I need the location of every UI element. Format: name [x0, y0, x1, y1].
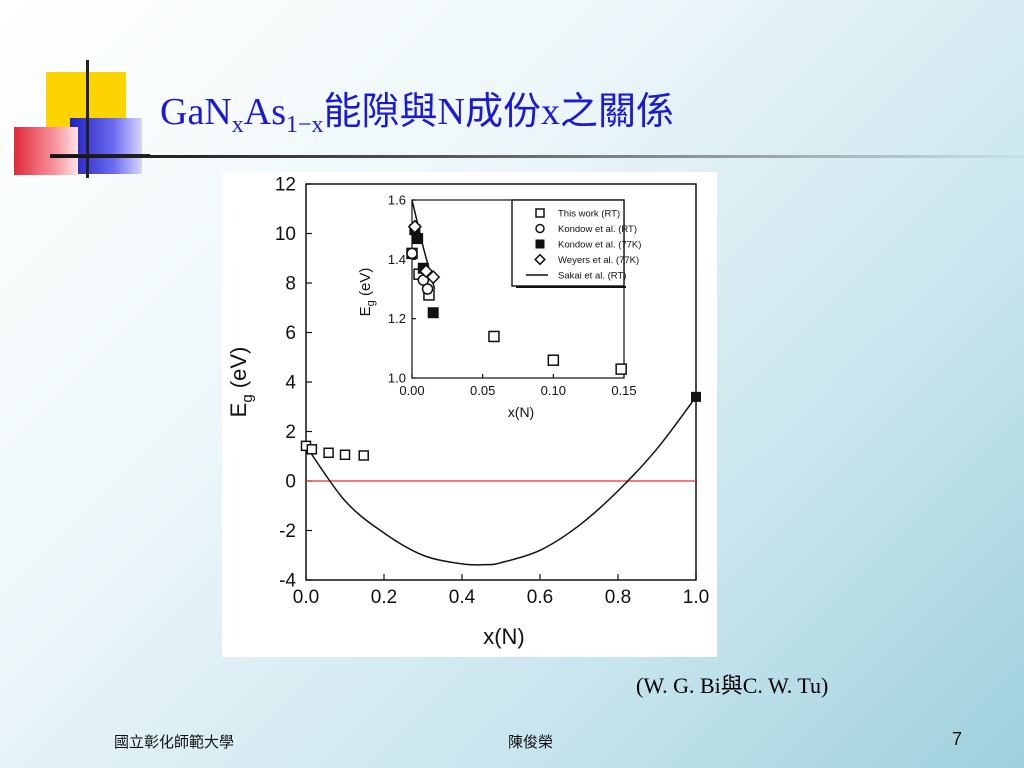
y-tick-label: 2: [285, 422, 296, 443]
legend-marker-open-diamond: [534, 253, 546, 266]
data-point-open-square: [547, 354, 560, 366]
y-tick-label: 1.4: [388, 252, 406, 267]
legend-label: This work (RT): [558, 209, 620, 220]
y-tick-label: -2: [279, 521, 296, 542]
legend-label: Kondow et al. (RT): [558, 224, 637, 235]
data-point-filled-square: [691, 391, 701, 402]
main-chart: 12 10 8 6 4 2 0 -2 -4 0.0 0.2 0.4 0.6 0.8 1.0 x(N) Eg…: [226, 175, 709, 649]
main-y-axis-label: Eg (eV): [226, 347, 256, 418]
x-tick-label: 0.05: [470, 383, 495, 398]
y-tick-label: 1.0: [388, 371, 406, 386]
legend-label: Kondow et al. (77K): [558, 240, 641, 251]
data-point-open-square: [323, 447, 334, 459]
data-point-open-square: [488, 330, 500, 343]
data-point-open-square: [615, 363, 627, 375]
inset-x-axis-label: x(N): [508, 404, 534, 420]
deco-blue-square: [70, 118, 142, 174]
y-tick-label: 1.6: [388, 193, 406, 208]
x-tick-label: 0.4: [449, 587, 476, 608]
title-part-gan: GaN: [160, 91, 232, 133]
x-tick-label: 0.6: [527, 587, 553, 608]
title-part-as: As: [243, 91, 286, 133]
legend-label: Weyers et al. (77K): [558, 255, 639, 266]
title-sub-x: x: [231, 112, 244, 138]
y-tick-label: 12: [275, 175, 296, 196]
chart-panel: 12 10 8 6 4 2 0 -2 -4 0.0 0.2 0.4 0.6 0.8 1.0 x(N) Eg…: [222, 172, 717, 657]
data-point-open-square: [358, 450, 369, 461]
y-tick-label: -4: [279, 571, 296, 592]
y-tick-label: 6: [285, 323, 296, 344]
title-underline: [50, 155, 1024, 158]
data-point-open-circle: [421, 283, 434, 295]
x-tick-label: 0.8: [605, 587, 631, 608]
data-point-filled-square: [427, 307, 439, 319]
data-point-open-diamond: [426, 270, 441, 285]
x-tick-label: 0.0: [293, 587, 319, 608]
slide-title: GaNxAs1−x能隙與N成份x之關係: [160, 80, 674, 139]
fit-curve: [305, 396, 697, 566]
citation: (W. G. Bi與C. W. Tu): [636, 673, 829, 698]
deco-red-square: [14, 127, 78, 175]
chart-svg: 12 10 8 6 4 2 0 -2 -4 0.0 0.2 0.4 0.6 0.8 1.0 x(N) Eg…: [226, 175, 709, 649]
x-tick-label: 0.15: [611, 383, 636, 398]
footer-author: 陳俊榮: [508, 735, 554, 751]
legend-marker-open-square: [535, 208, 545, 218]
x-tick-label: 1.0: [683, 587, 709, 608]
data-point-open-diamond: [407, 219, 422, 234]
x-tick-label: 0.10: [541, 383, 566, 398]
legend-frame: [511, 199, 625, 287]
data-point-open-square: [339, 449, 351, 461]
inset-chart: 1.6 1.4 1.2 1.0 0.00 0.05 0.10 0.15 x(N) Eg (e…: [357, 193, 641, 420]
deco-vertical-line: [86, 60, 89, 178]
title-part-chinese: 能隙與N成份x之關係: [323, 91, 674, 133]
data-point-filled-square: [412, 233, 424, 245]
x-tick-label: 0.2: [371, 587, 397, 608]
page-number: 7: [952, 729, 963, 749]
title-sub-1-x: 1−x: [286, 112, 324, 138]
y-tick-label: 0: [285, 472, 296, 493]
data-point-open-circle: [406, 247, 418, 260]
main-x-axis-label: x(N): [483, 624, 525, 649]
legend-label: Sakai et al. (RT): [558, 271, 626, 282]
x-tick-label: 0.00: [399, 383, 424, 398]
y-tick-label: 8: [285, 274, 296, 295]
legend-marker-open-circle: [535, 223, 545, 234]
legend-marker-filled-square: [535, 239, 545, 249]
data-point-open-square: [306, 444, 318, 455]
footer-institution: 國立彰化師範大學: [114, 735, 235, 751]
y-tick-label: 10: [275, 224, 296, 245]
y-tick-label: 1.2: [388, 311, 406, 326]
y-tick-label: 4: [285, 373, 296, 394]
inset-legend: This work (RT) Kondow et al. (RT) Kondow e…: [511, 199, 641, 288]
inset-y-axis-label: Eg (eV): [357, 268, 377, 317]
